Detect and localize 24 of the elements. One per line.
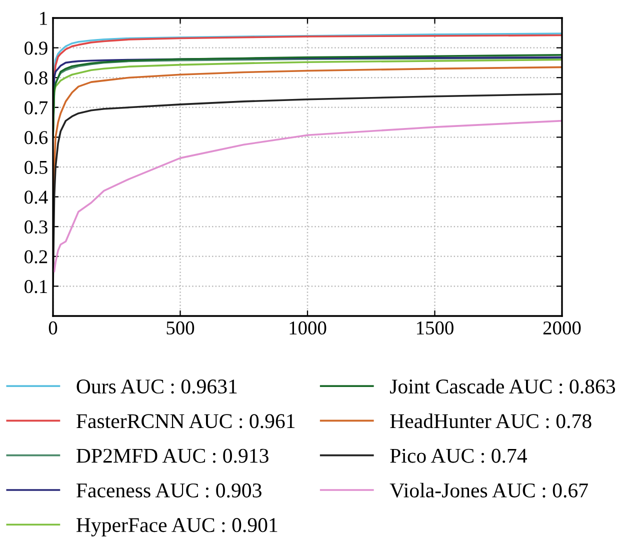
y-tick-label: 0.9 [24, 42, 48, 55]
x-tick-label: 2000 [543, 321, 581, 335]
y-tick-label: 1 [40, 12, 47, 25]
y-tick-label: 0.6 [24, 131, 48, 144]
y-tick-label: 0.4 [24, 190, 48, 204]
legend-label: HeadHunter AUC : 0.78 [390, 414, 592, 428]
y-tick-label: 0.1 [24, 280, 47, 294]
x-tick-label: 1000 [290, 321, 326, 335]
y-tick-label: 0.3 [24, 220, 48, 234]
legend-label: HyperFace AUC : 0.901 [76, 518, 278, 536]
y-tick-label: 0.8 [24, 71, 48, 85]
legend-label: Viola-Jones AUC : 0.67 [390, 482, 588, 498]
x-tick-label: 0 [48, 321, 58, 335]
legend-label: Faceness AUC : 0.903 [76, 483, 262, 498]
legend-label: DP2MFD AUC : 0.913 [76, 448, 268, 463]
y-tick-label: 0.5 [24, 160, 48, 174]
legend-label: Joint Cascade AUC : 0.863 [390, 378, 616, 394]
y-tick-label: 0.2 [24, 250, 48, 264]
x-tick-label: 500 [166, 321, 194, 335]
legend-label: Pico AUC : 0.74 [390, 448, 528, 463]
y-tick-label: 0.7 [24, 101, 48, 114]
legend-label: Ours AUC : 0.9631 [76, 379, 237, 394]
legend-label: FasterRCNN AUC : 0.961 [76, 414, 295, 428]
x-tick-label: 1500 [417, 321, 454, 335]
